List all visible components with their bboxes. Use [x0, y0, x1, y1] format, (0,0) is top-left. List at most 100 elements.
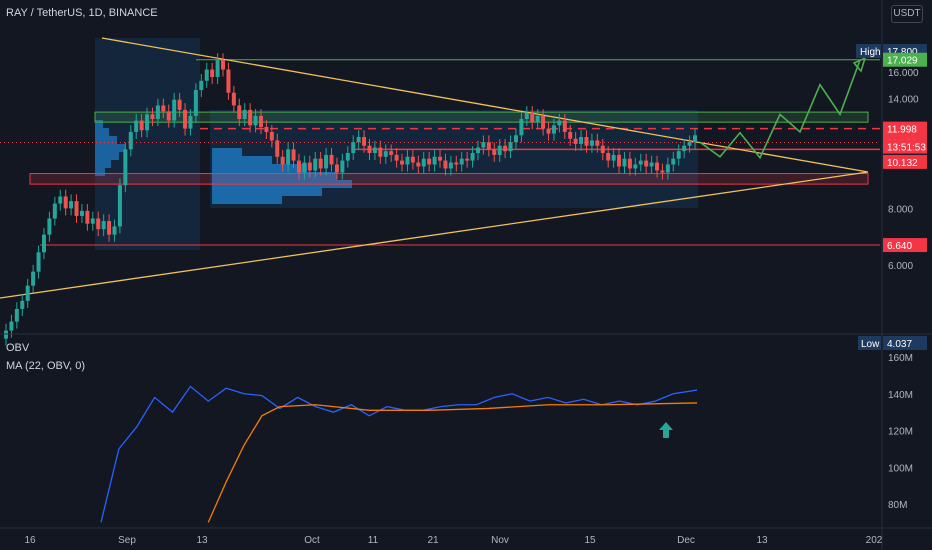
volume-profile [95, 38, 698, 250]
candle-body [128, 131, 133, 150]
candle-body [362, 136, 367, 146]
candle-body [286, 149, 291, 165]
candle-body [465, 158, 470, 161]
candle-body [600, 145, 605, 154]
candle-body [242, 109, 247, 120]
candle-body [36, 252, 41, 272]
candle-body [166, 111, 171, 121]
candle-body [617, 154, 622, 167]
candle-body [96, 218, 101, 230]
candle-body [655, 162, 660, 171]
candle-body [9, 321, 14, 331]
profile-bar [95, 160, 111, 168]
obv-pane: 160M 140M 120M 100M 80M [100, 353, 913, 523]
profile-bar [95, 120, 103, 128]
profile-bar [95, 128, 109, 136]
profile-bar [212, 188, 322, 196]
candle-body [31, 271, 36, 286]
candle-body [155, 105, 160, 120]
candle-body [671, 158, 676, 165]
candle-body [638, 160, 643, 165]
candle-body [302, 162, 307, 173]
projection-arrowhead [852, 56, 867, 73]
price-label-bg [883, 335, 927, 350]
time-tick-label: 21 [427, 535, 439, 546]
candle-body [378, 147, 383, 157]
projection-path [699, 56, 867, 160]
candle-body [372, 147, 377, 154]
candle-body [644, 160, 649, 167]
candle-body [231, 92, 236, 106]
chart-title: RAY / TetherUS, 1D, BINANCE [6, 7, 158, 19]
candle-body [280, 156, 285, 165]
candle-body [14, 308, 19, 322]
price-label-bg [883, 121, 927, 136]
candle-body [687, 142, 692, 146]
candle-body [172, 99, 177, 121]
candle-body [508, 142, 513, 152]
time-tick-label: Nov [491, 535, 509, 546]
triangle-upper-line [101, 37, 869, 173]
candle-body [438, 156, 443, 161]
candle-body [269, 131, 274, 141]
candle-body [589, 140, 594, 146]
candle-body [248, 109, 253, 126]
candle-body [682, 145, 687, 152]
candle-body [486, 142, 491, 150]
candle-body [340, 160, 345, 173]
candle-body [52, 203, 57, 219]
candle-body [69, 201, 74, 209]
candle-body [329, 154, 334, 165]
candle-body [519, 119, 524, 136]
time-tick-label: Sep [118, 535, 136, 546]
zones [0, 59, 880, 246]
triangle-lower-line [0, 171, 869, 299]
candle-body [394, 154, 399, 161]
candle-body [79, 210, 84, 216]
obv-tick-label: 160M [888, 353, 913, 364]
candle-body [74, 201, 79, 216]
time-tick-label: 15 [584, 535, 596, 546]
obv-tick-label: 100M [888, 463, 913, 474]
candle-body [313, 158, 318, 171]
price-tick-label: 6.000 [888, 261, 913, 272]
high-tag-bg [856, 44, 881, 59]
candle-body [481, 142, 486, 148]
currency-button[interactable]: USDT [891, 5, 923, 23]
candle-body [459, 158, 464, 165]
time-tick-label: 202 [866, 535, 883, 546]
candle-body [421, 158, 426, 167]
candle-body [676, 151, 681, 159]
candle-body [145, 114, 150, 131]
time-tick-label: Dec [677, 535, 695, 546]
candle-body [20, 300, 25, 309]
time-tick-label: 11 [368, 535, 379, 546]
candle-body [356, 136, 361, 143]
candle-body [47, 218, 52, 235]
candle-body [606, 153, 611, 161]
time-tick-label: 13 [756, 535, 768, 546]
candle-body [503, 145, 508, 152]
candle-body [226, 69, 231, 93]
candle-body [535, 115, 540, 123]
candle-body [334, 164, 339, 173]
candles [4, 53, 697, 346]
green-zone [94, 111, 869, 123]
candle-body [221, 60, 226, 70]
candle-body [579, 136, 584, 144]
candle-body [199, 80, 204, 91]
candle-body [660, 170, 665, 173]
candle-body [448, 162, 453, 169]
candle-body [85, 210, 90, 224]
price-label-bg [883, 238, 927, 253]
candle-body [557, 120, 562, 126]
candle-body [177, 99, 182, 110]
profile-bar [95, 144, 125, 152]
candle-body [595, 140, 600, 146]
candle-body [264, 126, 269, 132]
profile-bar [212, 164, 307, 172]
price-tick-label: 8.000 [888, 204, 913, 215]
price-label-bg [883, 52, 927, 67]
